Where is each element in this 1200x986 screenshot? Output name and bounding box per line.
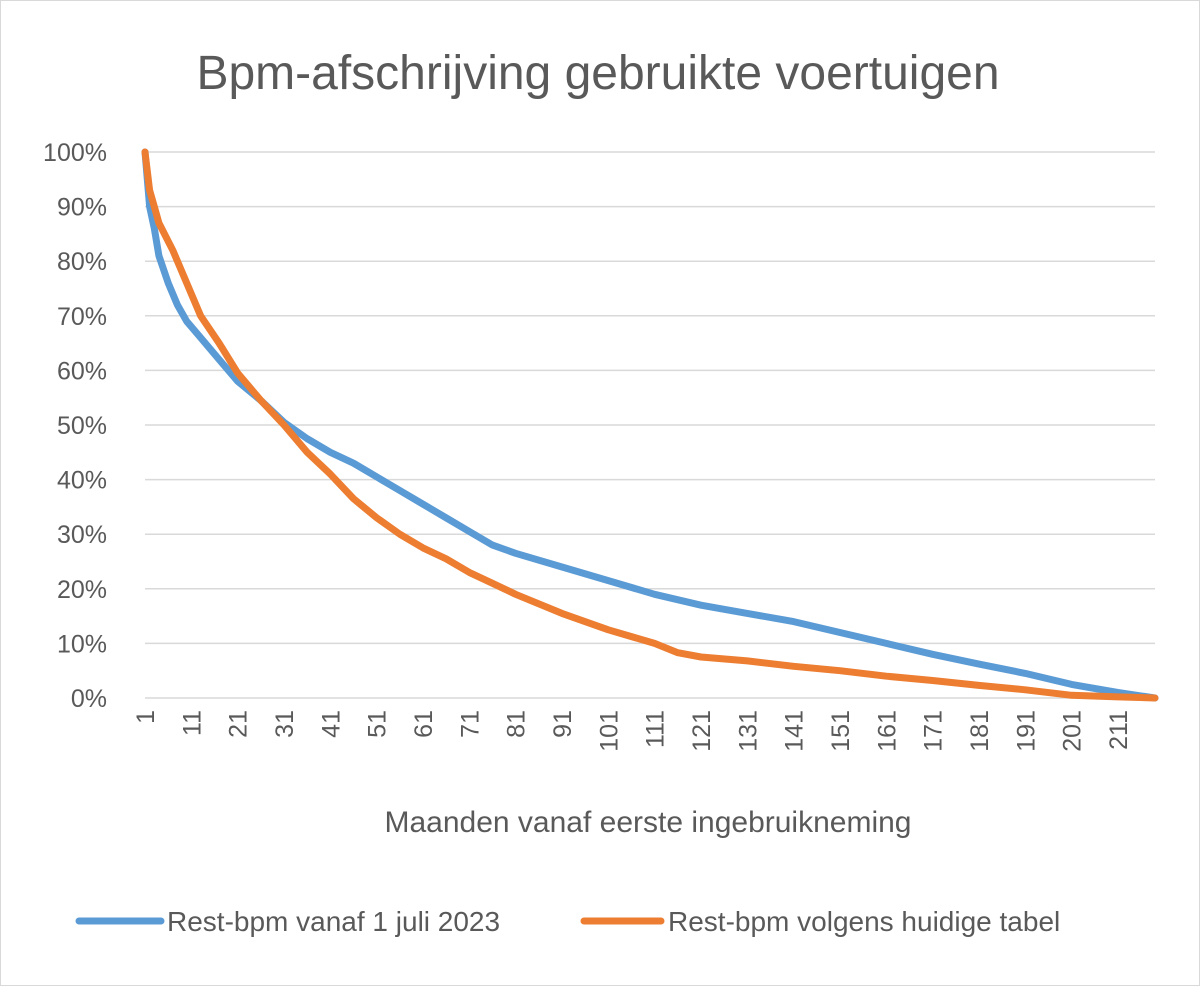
x-tick-label: 71 (456, 710, 484, 738)
series-line-1 (141, 148, 1159, 702)
x-tick-label: 21 (225, 710, 253, 738)
series-lines (141, 148, 1159, 702)
x-tick-label: 81 (503, 710, 531, 738)
x-tick-label: 111 (642, 710, 670, 748)
x-tick-label: 41 (317, 710, 345, 738)
y-tick-label: 40% (57, 467, 107, 495)
y-tick-label: 70% (57, 303, 107, 331)
y-tick-label: 50% (57, 412, 107, 440)
x-tick-label: 101 (595, 710, 623, 752)
x-tick-label: 171 (920, 710, 948, 752)
series-line-2 (141, 148, 1159, 702)
x-tick-label: 51 (364, 710, 392, 738)
x-tick-label: 91 (549, 710, 577, 738)
y-tick-label: 90% (57, 194, 107, 222)
x-tick-label: 1 (132, 710, 160, 724)
x-tick-label: 201 (1059, 710, 1087, 752)
x-tick-label: 61 (410, 710, 438, 738)
y-axis-ticks: 0% 10% 20% 30% 40% 50% 60% 70% 80% 90% 100% (43, 139, 107, 713)
x-tick-label: 191 (1012, 710, 1040, 752)
x-tick-label: 121 (688, 710, 716, 752)
legend-label-1: Rest-bpm vanaf 1 juli 2023 (167, 906, 500, 937)
y-tick-label: 20% (57, 576, 107, 604)
gridlines (145, 151, 1155, 699)
x-tick-label: 151 (827, 710, 855, 752)
legend-label-2: Rest-bpm volgens huidige tabel (668, 906, 1060, 937)
x-tick-label: 11 (178, 710, 206, 736)
x-tick-label: 161 (873, 710, 901, 752)
y-tick-label: 0% (71, 685, 107, 713)
chart-title: Bpm-afschrijving gebruikte voertuigen (196, 47, 999, 100)
y-tick-label: 100% (43, 139, 107, 167)
y-tick-label: 10% (57, 630, 107, 658)
x-tick-label: 211 (1105, 710, 1133, 750)
x-tick-label: 181 (966, 710, 994, 752)
x-tick-label: 141 (781, 710, 809, 752)
x-tick-label: 131 (734, 710, 762, 752)
x-tick-label: 31 (271, 710, 299, 738)
y-tick-label: 80% (57, 248, 107, 276)
x-axis-ticks: 1 11 21 31 41 51 61 71 81 91 101 111 121 131 141 151 161… (132, 710, 1133, 752)
y-tick-label: 30% (57, 521, 107, 549)
x-axis-title: Maanden vanaf eerste ingebruikneming (384, 806, 911, 839)
legend: Rest-bpm vanaf 1 juli 2023 Rest-bpm volge… (75, 906, 1060, 937)
y-tick-label: 60% (57, 357, 107, 385)
